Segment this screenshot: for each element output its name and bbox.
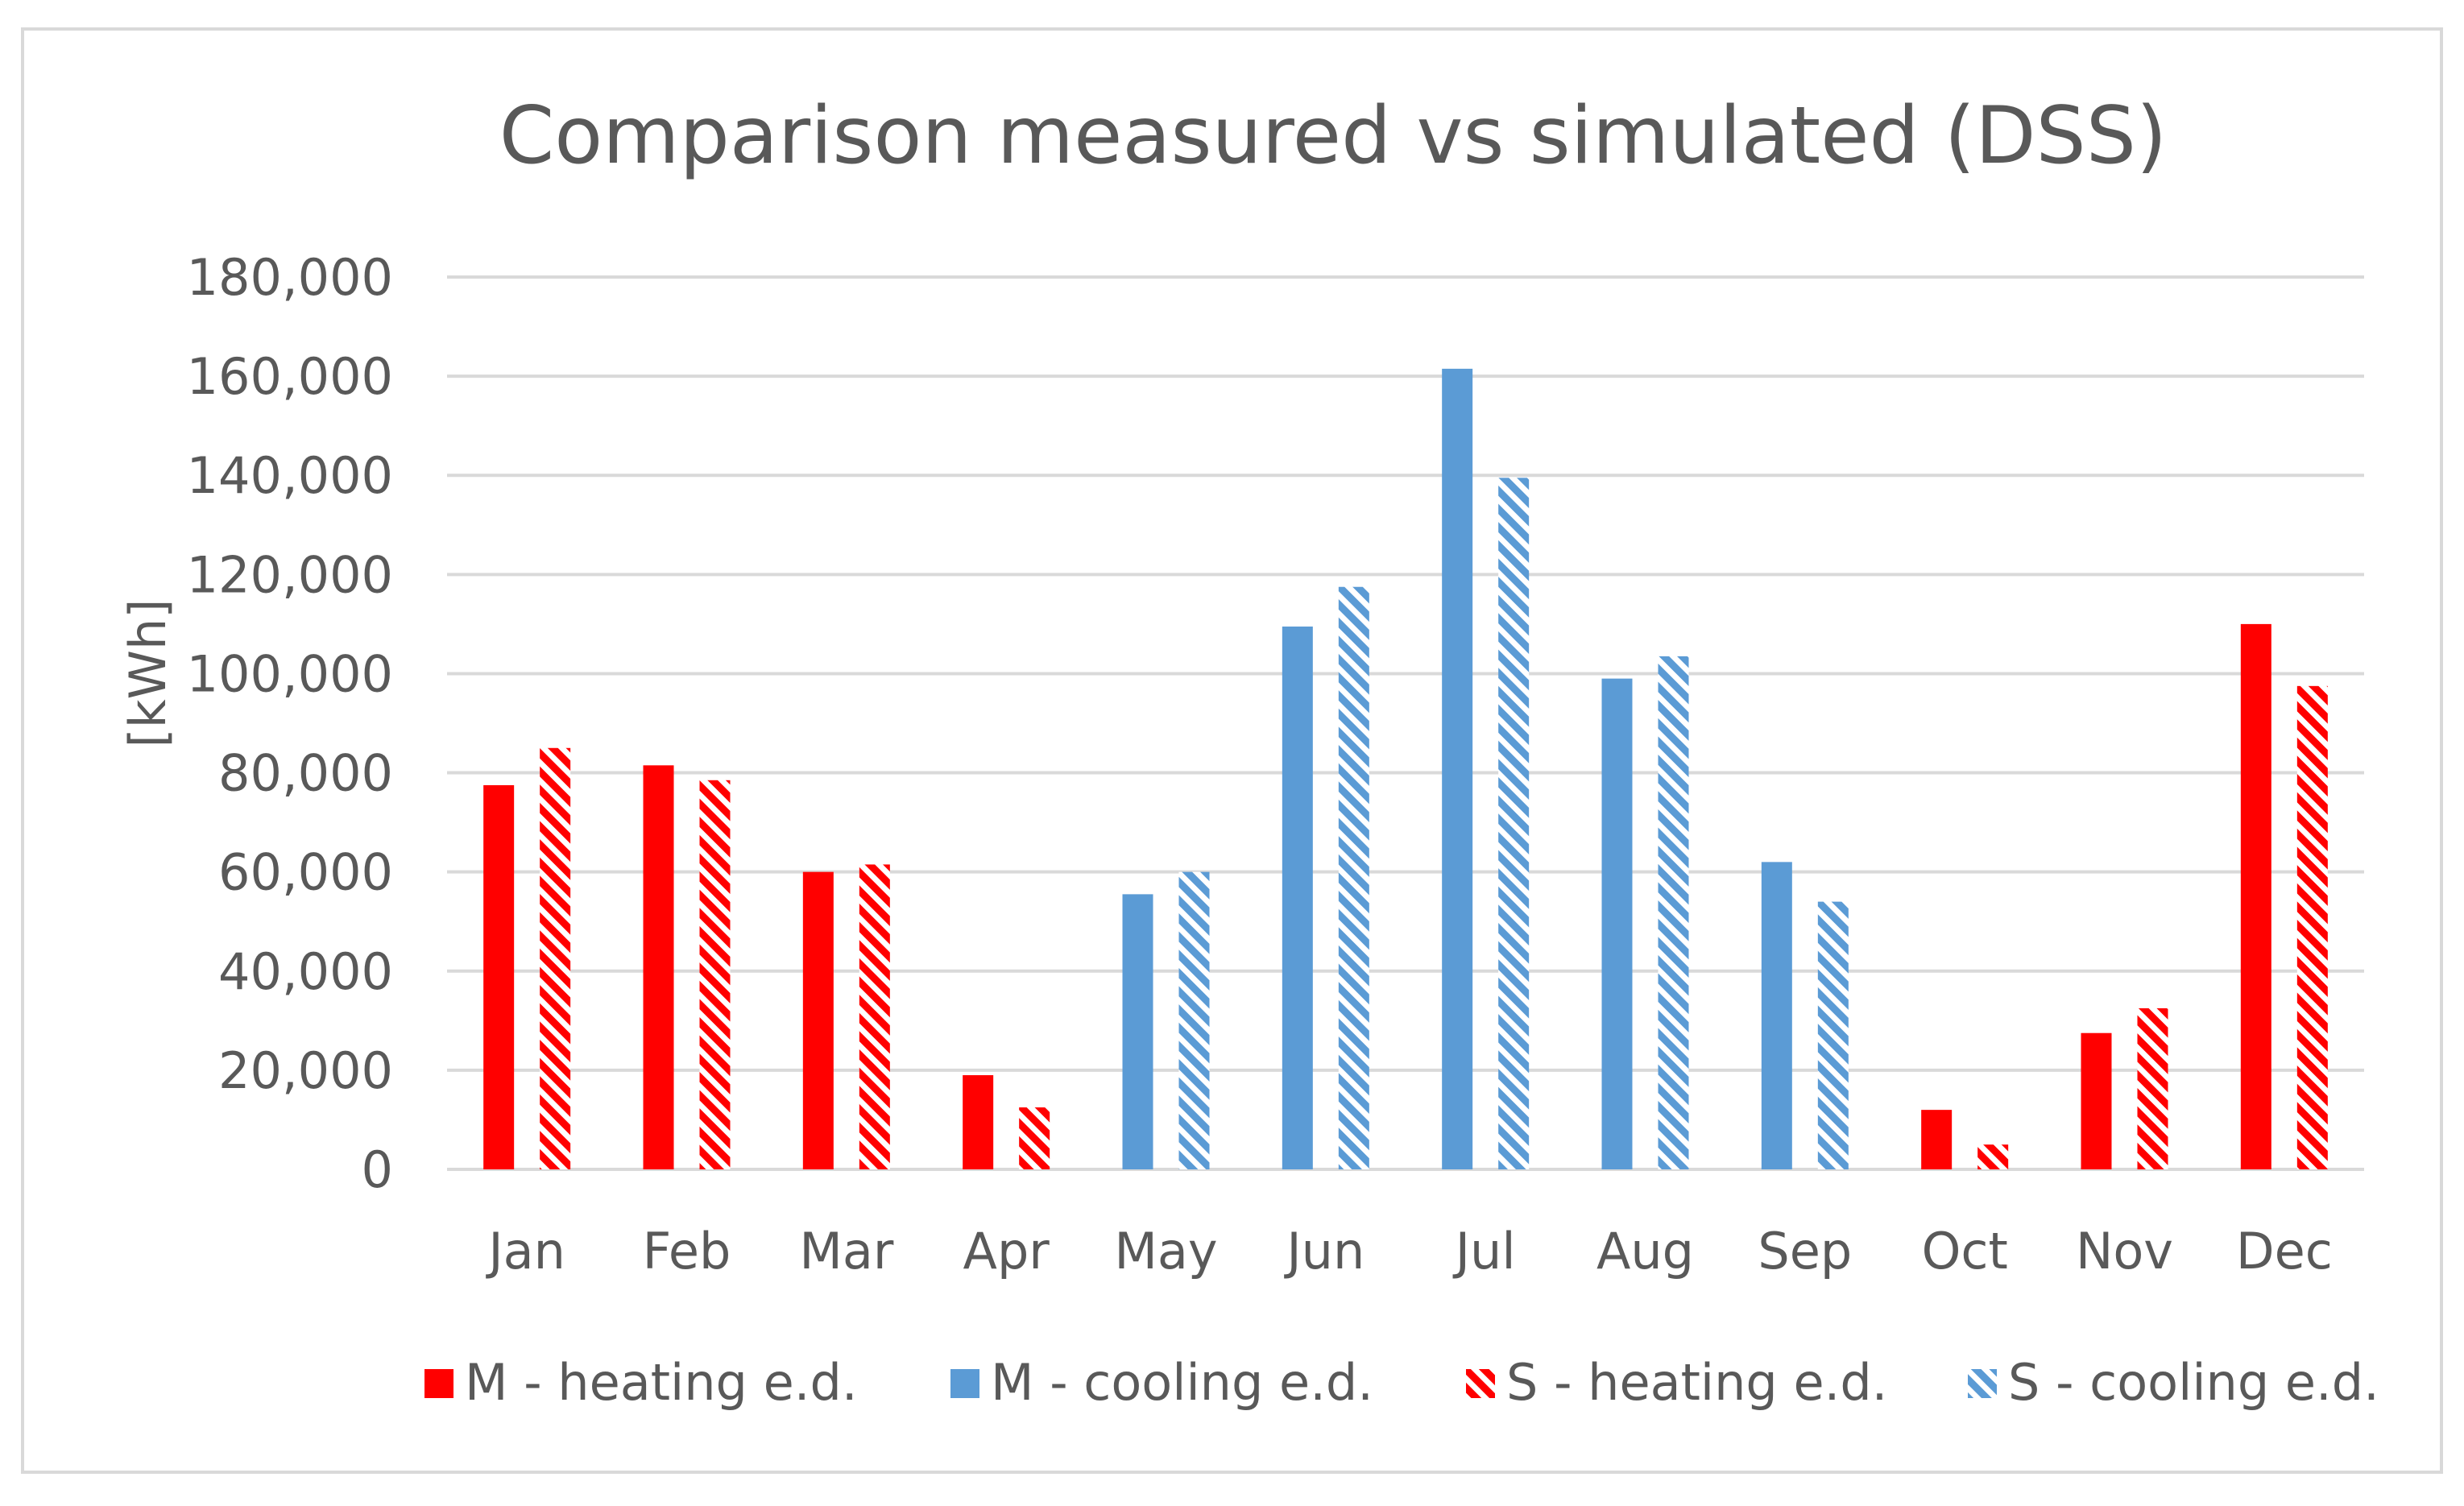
legend: M - heating e.d. M - cooling e.d. S - heat… [424,1353,2379,1412]
bar-m-cooling-e-d-aug [1601,678,1633,1169]
x-axis-ticks: Jan Feb Mar Apr May Jun Jul Aug Sep Oct Nov Dec [485,1222,2332,1281]
bar-m-heating-e-d-oct [1921,1110,1953,1169]
bar-m-heating-e-d-feb [643,765,674,1169]
bar-s-heating-e-d-apr [1019,1107,1050,1169]
bar-s-heating-e-d-jan [540,747,571,1169]
bar-s-cooling-e-d-may [1178,871,1210,1169]
y-axis-ticks: 0 20,000 40,000 60,000 80,000 100,000 120,000 1… [187,248,393,1199]
x-tick-label: Dec [2236,1222,2333,1281]
x-tick-label: Nov [2076,1222,2173,1281]
y-tick-label: 180,000 [187,248,393,307]
y-tick-label: 80,000 [218,744,393,803]
legend-swatch [1466,1369,1495,1398]
y-tick-label: 100,000 [187,644,393,703]
x-tick-label: Oct [1922,1222,2008,1281]
chart-frame [21,27,2443,1474]
y-axis-label: [kWh] [118,599,177,748]
bar-s-heating-e-d-mar [859,864,890,1169]
legend-swatch [1968,1369,1997,1398]
legend-swatch [950,1369,979,1398]
y-tick-label: 140,000 [187,446,393,505]
bar-m-heating-e-d-mar [802,871,834,1169]
x-tick-label: Jul [1452,1222,1516,1281]
x-tick-label: Aug [1596,1222,1694,1281]
bar-m-cooling-e-d-jul [1442,368,1473,1169]
x-tick-label: Sep [1758,1222,1852,1281]
y-tick-label: 160,000 [187,347,393,406]
legend-label: M - cooling e.d. [991,1353,1373,1412]
bar-s-cooling-e-d-sep [1817,901,1849,1169]
x-tick-label: Feb [643,1222,731,1281]
gridlines [447,275,2364,1171]
x-tick-label: Apr [963,1222,1050,1281]
legend-label: S - heating e.d. [1506,1353,1887,1412]
x-tick-label: Jan [485,1222,565,1281]
legend-label: S - cooling e.d. [2008,1353,2379,1412]
bar-m-cooling-e-d-sep [1761,862,1792,1169]
legend-swatch [424,1369,453,1398]
y-tick-label: 40,000 [218,942,393,1001]
bar-s-heating-e-d-feb [699,780,731,1169]
bar-m-heating-e-d-dec [2240,623,2271,1169]
bar-m-heating-e-d-apr [963,1075,994,1169]
y-tick-label: 60,000 [218,843,393,902]
bar-s-heating-e-d-dec [2296,685,2328,1169]
y-tick-label: 20,000 [218,1041,393,1100]
bar-s-heating-e-d-oct [1977,1144,2009,1169]
bar-s-cooling-e-d-jun [1338,586,1369,1169]
bar-s-heating-e-d-nov [2137,1007,2168,1169]
bar-s-cooling-e-d-aug [1658,656,1689,1169]
bar-m-cooling-e-d-jun [1282,626,1313,1169]
x-tick-label: May [1114,1222,1217,1281]
bar-m-heating-e-d-jan [483,784,515,1169]
bar-m-cooling-e-d-may [1122,894,1153,1169]
y-tick-label: 120,000 [187,545,393,604]
x-tick-label: Jun [1283,1222,1365,1281]
chart-title: Comparison measured vs simulated (DSS) [499,90,2167,182]
bar-s-cooling-e-d-jul [1498,478,1530,1169]
x-tick-label: Mar [799,1222,893,1281]
bars [483,368,2328,1169]
bar-m-heating-e-d-nov [2081,1032,2112,1169]
y-tick-label: 0 [362,1140,393,1199]
legend-label: M - heating e.d. [465,1353,858,1412]
